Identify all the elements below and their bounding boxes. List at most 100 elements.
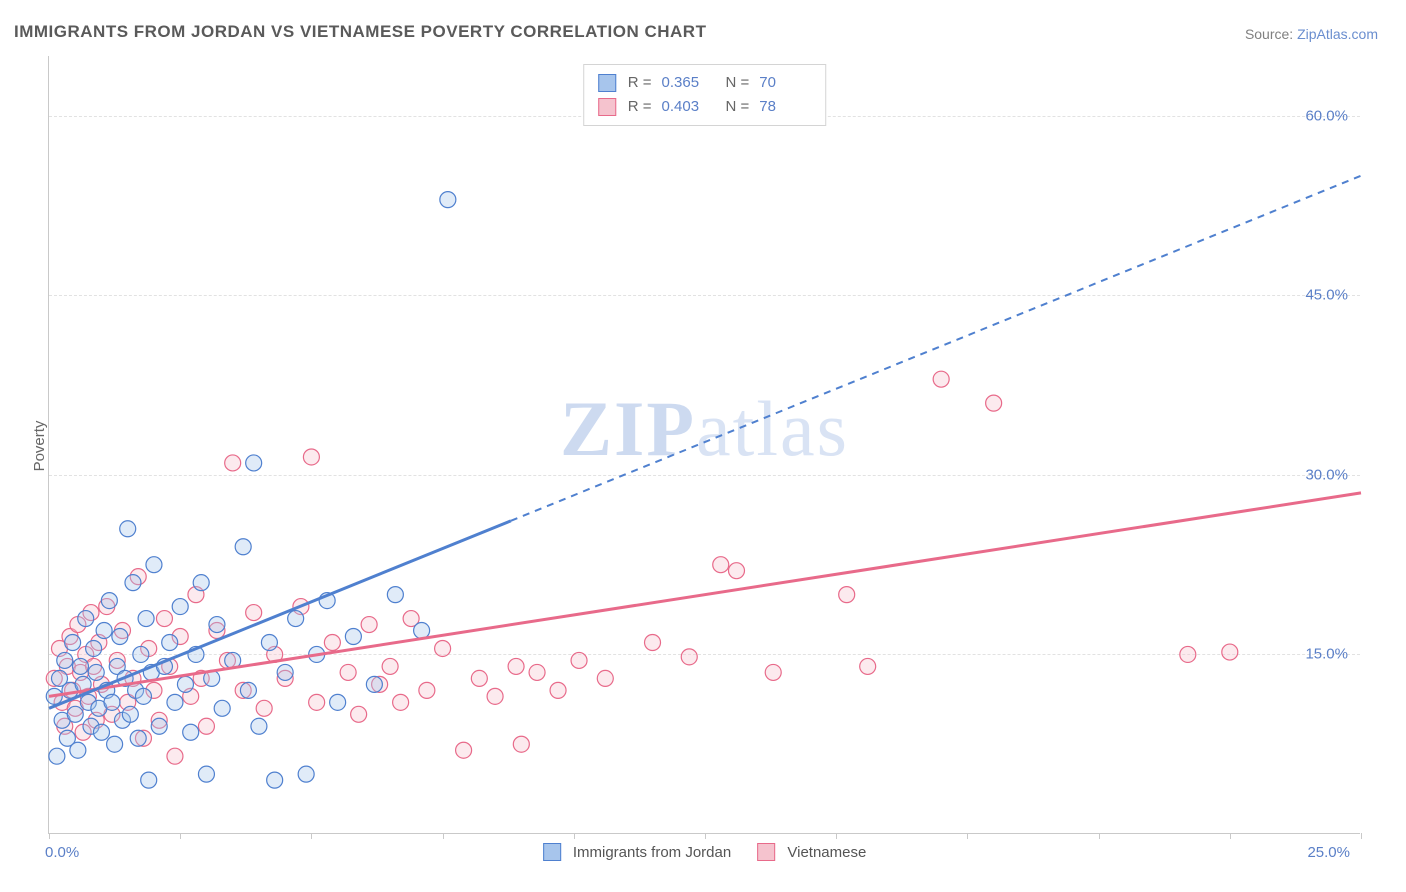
stat-n-value: 78 bbox=[759, 95, 811, 119]
data-point bbox=[172, 599, 188, 615]
data-point bbox=[122, 706, 138, 722]
legend-series: Immigrants from Jordan Vietnamese bbox=[543, 843, 867, 861]
x-tick bbox=[49, 833, 50, 839]
data-point bbox=[104, 694, 120, 710]
data-point bbox=[167, 694, 183, 710]
plot-svg bbox=[49, 56, 1360, 833]
legend-item: Vietnamese bbox=[757, 843, 866, 861]
data-point bbox=[167, 748, 183, 764]
x-tick bbox=[836, 833, 837, 839]
data-point bbox=[986, 395, 1002, 411]
source-attribution: Source: ZipAtlas.com bbox=[1245, 26, 1378, 42]
data-point bbox=[246, 605, 262, 621]
source-link[interactable]: ZipAtlas.com bbox=[1297, 26, 1378, 42]
data-point bbox=[508, 658, 524, 674]
data-point bbox=[93, 724, 109, 740]
data-point bbox=[146, 557, 162, 573]
data-point bbox=[261, 634, 277, 650]
x-tick bbox=[574, 833, 575, 839]
data-point bbox=[839, 587, 855, 603]
x-tick bbox=[1099, 833, 1100, 839]
data-point bbox=[330, 694, 346, 710]
data-point bbox=[419, 682, 435, 698]
data-point bbox=[151, 718, 167, 734]
data-point bbox=[345, 629, 361, 645]
data-point bbox=[471, 670, 487, 686]
chart-area: ZIPatlas 15.0%30.0%45.0%60.0% R = 0.365 … bbox=[48, 56, 1360, 834]
data-point bbox=[440, 192, 456, 208]
source-label: Source: bbox=[1245, 26, 1293, 42]
data-point bbox=[382, 658, 398, 674]
legend-stats-row: R = 0.403 N = 78 bbox=[598, 95, 812, 119]
data-point bbox=[156, 611, 172, 627]
data-point bbox=[393, 694, 409, 710]
data-point bbox=[728, 563, 744, 579]
trend-line-solid bbox=[49, 493, 1361, 696]
data-point bbox=[101, 593, 117, 609]
data-point bbox=[198, 766, 214, 782]
x-tick bbox=[705, 833, 706, 839]
data-point bbox=[414, 623, 430, 639]
data-point bbox=[67, 706, 83, 722]
data-point bbox=[351, 706, 367, 722]
legend-swatch bbox=[598, 98, 616, 116]
stat-n-label: N = bbox=[726, 95, 750, 119]
data-point bbox=[529, 664, 545, 680]
x-origin-label: 0.0% bbox=[45, 844, 79, 861]
data-point bbox=[135, 688, 151, 704]
data-point bbox=[513, 736, 529, 752]
data-point bbox=[65, 634, 81, 650]
data-point bbox=[96, 623, 112, 639]
data-point bbox=[235, 539, 251, 555]
data-point bbox=[298, 766, 314, 782]
data-point bbox=[120, 521, 136, 537]
data-point bbox=[681, 649, 697, 665]
trend-lines bbox=[49, 176, 1361, 709]
data-point bbox=[86, 640, 102, 656]
data-point bbox=[112, 629, 128, 645]
data-point bbox=[571, 652, 587, 668]
data-point bbox=[267, 772, 283, 788]
data-point bbox=[340, 664, 356, 680]
x-tick bbox=[311, 833, 312, 839]
y-axis-label: Poverty bbox=[31, 421, 48, 472]
legend-item: Immigrants from Jordan bbox=[543, 843, 732, 861]
data-point bbox=[435, 640, 451, 656]
data-point bbox=[387, 587, 403, 603]
stat-r-value: 0.403 bbox=[662, 95, 714, 119]
legend-stats: R = 0.365 N = 70 R = 0.403 N = 78 bbox=[583, 64, 827, 126]
data-point bbox=[1180, 646, 1196, 662]
data-point bbox=[487, 688, 503, 704]
data-point bbox=[246, 455, 262, 471]
data-point bbox=[645, 634, 661, 650]
stat-n-value: 70 bbox=[759, 71, 811, 95]
data-point bbox=[324, 634, 340, 650]
legend-label: Immigrants from Jordan bbox=[573, 844, 731, 861]
data-point bbox=[240, 682, 256, 698]
data-point bbox=[107, 736, 123, 752]
data-point bbox=[277, 664, 293, 680]
data-point bbox=[456, 742, 472, 758]
data-point bbox=[177, 676, 193, 692]
x-tick bbox=[967, 833, 968, 839]
data-point bbox=[162, 634, 178, 650]
data-point bbox=[860, 658, 876, 674]
data-point bbox=[130, 730, 146, 746]
data-point bbox=[133, 646, 149, 662]
data-point bbox=[256, 700, 272, 716]
trend-line-dashed bbox=[511, 176, 1361, 521]
data-point bbox=[209, 617, 225, 633]
data-point bbox=[366, 676, 382, 692]
data-point bbox=[361, 617, 377, 633]
data-point bbox=[214, 700, 230, 716]
x-tick bbox=[180, 833, 181, 839]
data-point bbox=[288, 611, 304, 627]
data-point bbox=[1222, 644, 1238, 660]
x-tick bbox=[443, 833, 444, 839]
legend-label: Vietnamese bbox=[787, 844, 866, 861]
data-point bbox=[713, 557, 729, 573]
stat-r-label: R = bbox=[628, 95, 652, 119]
data-point bbox=[303, 449, 319, 465]
data-point bbox=[225, 455, 241, 471]
data-point bbox=[125, 575, 141, 591]
